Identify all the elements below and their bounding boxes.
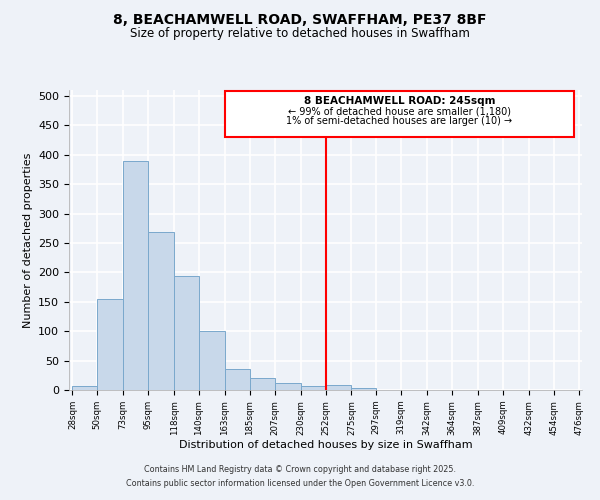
Bar [148,232,174,390]
Text: ← 99% of detached hous​e are smaller (1,180): ← 99% of detached hous​e are smaller (1,… [288,106,511,117]
Text: 8, BEACHAMWELL ROAD, SWAFFHAM, PE37 8BF: 8, BEACHAMWELL ROAD, SWAFFHAM, PE37 8BF [113,12,487,26]
Bar [301,386,325,390]
Bar [174,276,199,390]
Y-axis label: Number of detached properties: Number of detached properties [23,152,32,328]
Bar [199,330,225,390]
Bar [275,383,301,390]
Text: Size of property relative to detached houses in Swaffham: Size of property relative to detached ho… [130,28,470,40]
Bar [123,160,148,390]
X-axis label: Distribution of detached houses by size in Swaffham: Distribution of detached houses by size … [179,440,472,450]
Bar [352,388,376,390]
Bar [250,378,275,390]
Text: 1% of semi-detached houses are larger (10) →: 1% of semi-detached houses are larger (1… [286,116,512,126]
Text: 8 BEACHAMWELL ROAD: 245sqm: 8 BEACHAMWELL ROAD: 245sqm [304,96,495,106]
Bar [97,299,123,390]
FancyBboxPatch shape [225,91,574,137]
Bar [225,369,250,390]
Text: Contains HM Land Registry data © Crown copyright and database right 2025.
Contai: Contains HM Land Registry data © Crown c… [126,466,474,487]
Bar [73,386,97,390]
Bar [325,386,352,390]
